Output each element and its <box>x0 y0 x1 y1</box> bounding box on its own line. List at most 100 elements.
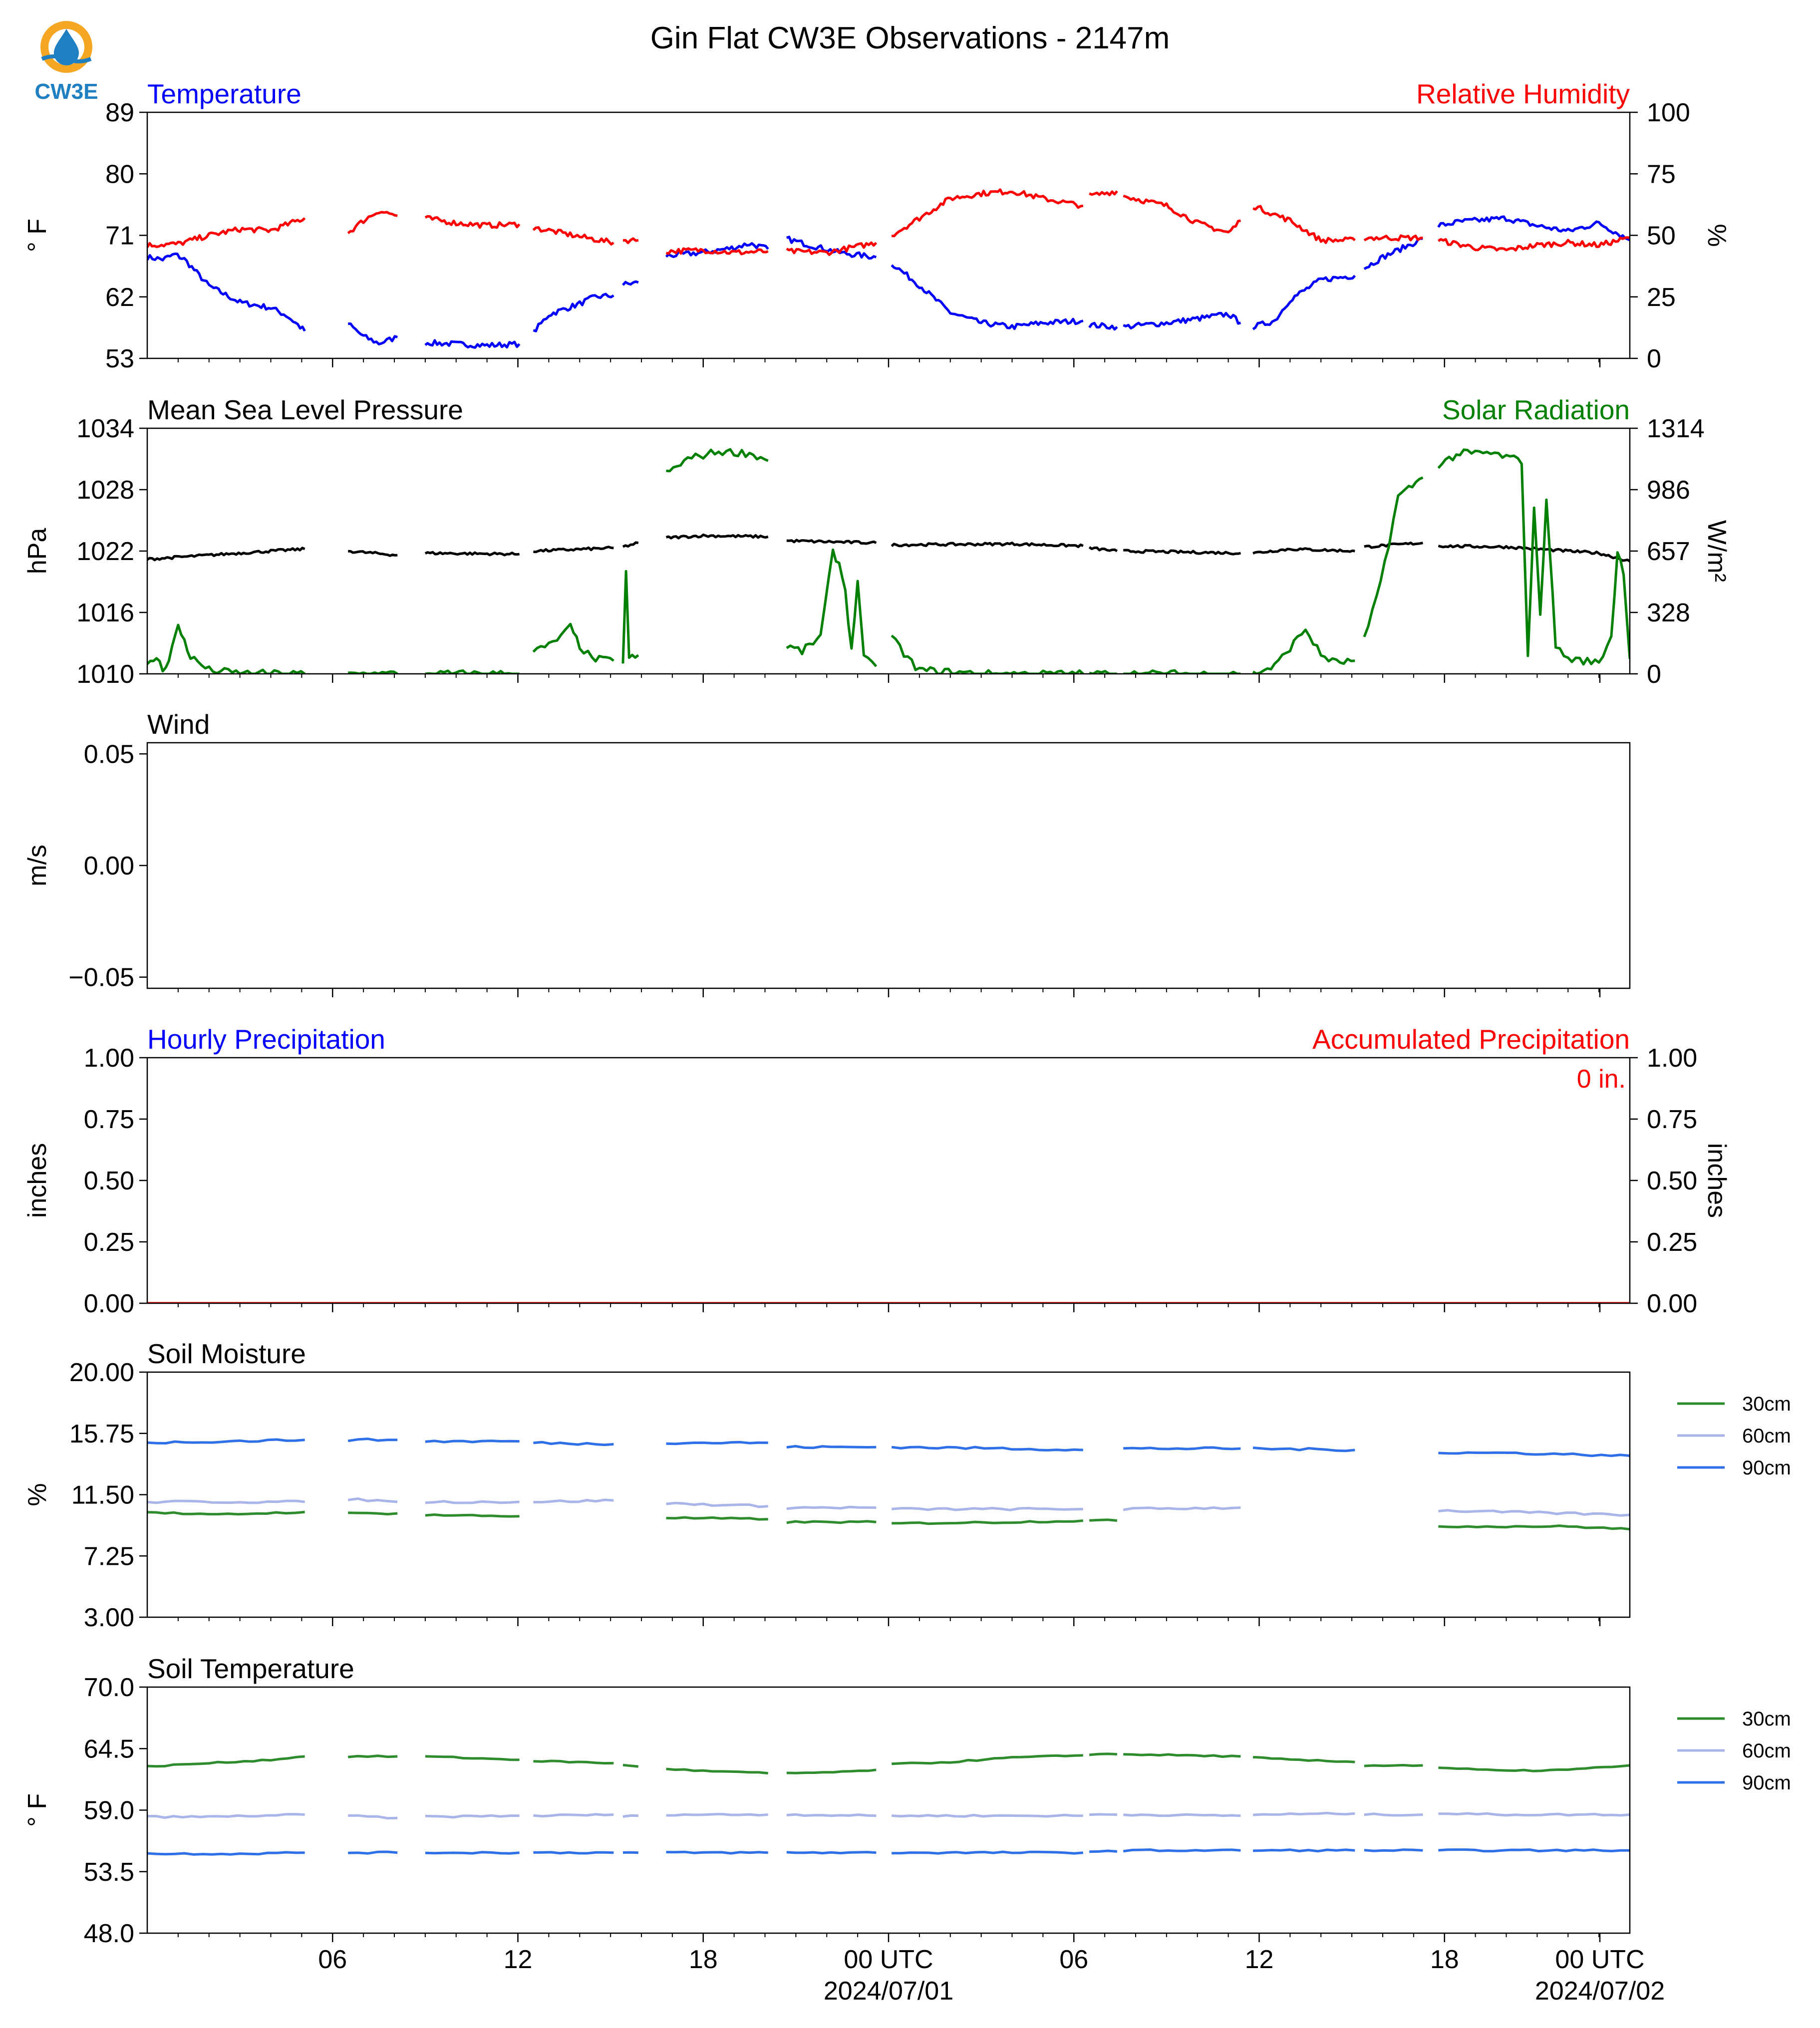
x-tick-label: 06 <box>1059 1945 1088 1974</box>
series-line-60cm <box>666 1501 768 1508</box>
series-line-90cm <box>1438 1848 1630 1853</box>
series-line-30cm <box>425 1755 520 1761</box>
series-line-relative-humidity <box>622 237 639 245</box>
y-axis-label-right: % <box>1702 224 1731 247</box>
series-line-30cm <box>1089 1518 1118 1522</box>
series-line-30cm <box>622 1763 639 1768</box>
y-axis-label: m/s <box>23 845 52 886</box>
y-tick-label: 1010 <box>76 660 134 689</box>
series-line-60cm <box>892 1813 1083 1818</box>
y-tick-label: 20.00 <box>69 1358 134 1387</box>
series-line-mean-sea-level-pressure <box>1438 544 1630 563</box>
y-axis-label: hPa <box>23 528 52 575</box>
panel-title-left: Soil Temperature <box>147 1653 354 1684</box>
series-line-relative-humidity <box>532 226 614 246</box>
series-line-relative-humidity <box>892 188 1084 238</box>
y-tick-label-right: 50 <box>1647 222 1676 251</box>
series-line-temperature <box>665 242 769 258</box>
series-line-30cm <box>348 1511 398 1516</box>
x-tick-date-label: 2024/07/02 <box>1535 1977 1665 2006</box>
y-tick-label: 1028 <box>76 476 134 505</box>
series-line-30cm <box>892 1519 1084 1525</box>
y-tick-label-right: 0.00 <box>1647 1289 1697 1318</box>
series-line-temperature <box>622 280 639 286</box>
y-tick-label: 1022 <box>76 537 134 566</box>
series-line-relative-humidity <box>1437 236 1630 252</box>
panel-5: Soil Moisture 3.00 7.25 11.50 15.75 20.00% 30c… <box>23 1338 1791 1632</box>
y-tick-label-right: 986 <box>1647 476 1690 505</box>
series-line-relative-humidity <box>1089 190 1118 197</box>
series-line-relative-humidity <box>147 217 306 249</box>
series-line-60cm <box>347 1497 398 1503</box>
series-line-90cm <box>1123 1848 1241 1853</box>
y-axis-label-right: inches <box>1702 1143 1731 1218</box>
y-tick-label-right: 0 <box>1647 344 1661 373</box>
y-tick-label: 1.00 <box>84 1044 134 1073</box>
series-line-60cm <box>891 1506 1083 1511</box>
series-line-solar-radiation <box>1363 476 1424 637</box>
panels: Temperature Relative Humidity 53 62 71 80 89 0 2… <box>23 78 1791 2006</box>
series-line-mean-sea-level-pressure <box>786 539 877 545</box>
series-line-mean-sea-level-pressure <box>665 533 769 540</box>
series-line-90cm <box>533 1851 614 1855</box>
series-line-30cm <box>1438 1764 1630 1772</box>
panel-title-left: Wind <box>147 709 210 740</box>
y-tick-label: 0.25 <box>84 1228 134 1257</box>
series-line-relative-humidity <box>1123 195 1241 234</box>
panel-series <box>147 1438 1630 1531</box>
series-line-90cm <box>786 1851 877 1855</box>
series-line-30cm <box>1438 1524 1630 1531</box>
series-line-90cm <box>425 1851 520 1855</box>
series-line-temperature <box>1088 321 1118 331</box>
series-line-temperature <box>1252 275 1356 330</box>
y-axis-label-right: W/m² <box>1702 520 1731 582</box>
y-tick-label: 53.5 <box>84 1858 134 1887</box>
series-line-90cm <box>1438 1451 1630 1457</box>
panel-title-left: Hourly Precipitation <box>147 1024 385 1055</box>
series-line-solar-radiation <box>786 548 878 667</box>
panel-1: Temperature Relative Humidity 53 62 71 80 89 0 2… <box>23 78 1731 373</box>
series-line-60cm <box>622 1814 638 1818</box>
series-line-temperature <box>1437 215 1630 242</box>
panel-3: Wind −0.05 0.00 0.05 m/s <box>23 709 1631 997</box>
series-line-solar-radiation <box>621 570 639 664</box>
y-tick-label: 80 <box>105 160 134 189</box>
y-tick-label: 48.0 <box>84 1919 134 1948</box>
panel-title-right: Solar Radiation <box>1442 394 1630 425</box>
panel-series <box>147 1752 1630 1856</box>
series-line-30cm <box>1123 1753 1241 1758</box>
y-tick-label: 70.0 <box>84 1673 134 1702</box>
series-line-60cm <box>425 1814 520 1819</box>
series-line-temperature <box>891 264 1084 330</box>
series-line-60cm <box>1123 1506 1241 1511</box>
x-tick-label: 00 UTC <box>844 1945 933 1974</box>
series-line-mean-sea-level-pressure <box>1123 549 1241 556</box>
series-line-60cm <box>147 1813 305 1819</box>
series-line-relative-humidity <box>1252 205 1356 244</box>
series-line-mean-sea-level-pressure <box>1088 546 1118 553</box>
series-line-mean-sea-level-pressure <box>424 551 520 557</box>
legend-label-90cm: 90cm <box>1742 1457 1791 1479</box>
series-line-60cm <box>1438 1509 1630 1517</box>
y-tick-label-right: 25 <box>1647 283 1676 312</box>
series-line-30cm <box>1364 1763 1423 1767</box>
series-line-30cm <box>533 1759 614 1765</box>
series-line-90cm <box>147 1438 305 1445</box>
y-tick-label: 62 <box>105 283 134 312</box>
y-tick-label: 7.25 <box>84 1542 134 1571</box>
y-tick-label: 64.5 <box>84 1735 134 1763</box>
series-line-30cm <box>786 1520 877 1524</box>
series-line-90cm <box>147 1851 305 1856</box>
series-line-90cm <box>425 1440 520 1444</box>
series-line-mean-sea-level-pressure <box>147 547 305 562</box>
y-axis-label: ° F <box>23 219 52 252</box>
panel-title-left: Temperature <box>147 78 302 109</box>
y-axis-label: ° F <box>23 1793 52 1827</box>
series-line-30cm <box>425 1513 520 1518</box>
series-line-30cm <box>147 1510 305 1516</box>
series-line-60cm <box>666 1812 768 1817</box>
y-tick-label-right: 328 <box>1647 598 1690 627</box>
y-tick-label: 1034 <box>76 414 134 443</box>
series-line-mean-sea-level-pressure <box>891 542 1084 549</box>
